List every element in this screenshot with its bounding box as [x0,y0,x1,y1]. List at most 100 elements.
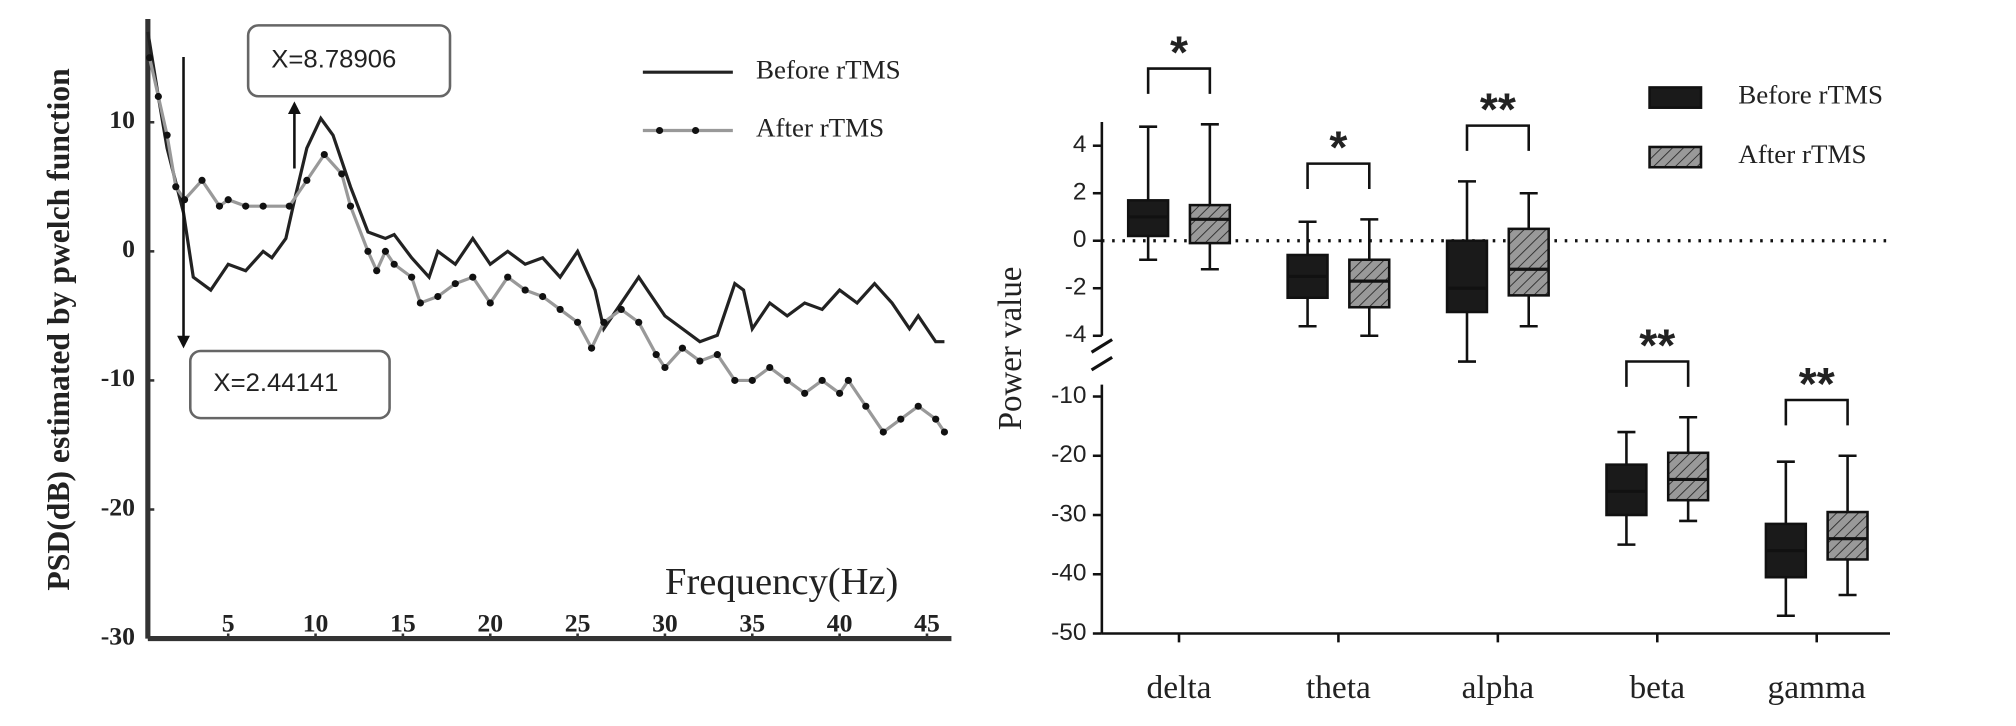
series-marker [556,305,564,313]
box [1507,227,1550,297]
series-marker [940,428,949,436]
series-marker [600,318,608,326]
y-tick-label: 10 [109,105,135,134]
series-marker [801,389,809,397]
series-marker [320,150,328,159]
y-tick-label: -10 [1051,382,1086,409]
series-marker [390,260,398,268]
x-tick-label: theta [1306,669,1371,706]
y-tick-label: -20 [1051,441,1086,468]
series-marker [163,131,171,139]
y-axis-label: PSD(dB) estimated by pwelch function [41,68,76,591]
series-marker [215,202,224,210]
series-marker [242,202,250,210]
series-marker [862,402,870,410]
series-marker [172,183,180,191]
series-marker [652,351,660,359]
series-marker [783,376,791,384]
series-marker [504,273,512,281]
x-tick-label: delta [1147,669,1212,706]
series-marker [259,202,267,210]
series-marker [521,286,529,294]
series-marker [364,247,372,255]
x-tick-label: 40 [827,609,853,638]
legend-marker [691,126,700,135]
x-tick-label: 15 [390,609,416,638]
series-marker [696,357,704,365]
series-marker [198,176,206,184]
series-marker [154,92,162,100]
series-marker [836,389,844,397]
box [1445,239,1489,314]
legend-label: Before rTMS [1738,80,1883,110]
x-tick-label: 45 [914,609,940,638]
annotation-box [189,349,391,420]
series-marker [303,176,311,184]
series-marker [678,344,687,352]
y-tick-label: -30 [1051,501,1086,528]
series-marker [818,376,826,384]
y-tick-label: -2 [1065,274,1087,301]
series-marker [451,280,459,288]
series-marker [635,318,643,326]
series-marker [932,415,940,423]
box [1666,451,1710,502]
series-marker [844,376,852,384]
annotation-box [246,24,452,98]
box [1188,203,1232,245]
series-marker [539,292,547,301]
series-marker [897,415,905,423]
significance-bracket [1784,398,1849,426]
y-tick-label: 4 [1073,131,1087,158]
annotation-text: X=8.78906 [271,46,396,74]
x-tick-label: 10 [303,609,329,638]
series-line [146,31,945,344]
y-tick-label: -20 [101,492,135,521]
y-tick-label: 0 [122,234,135,263]
series-marker [285,202,293,210]
series-marker [713,351,721,359]
annotation-arrowhead [177,335,190,349]
series-marker [573,318,582,326]
significance-bracket [1306,162,1371,189]
y-tick-label: -10 [101,363,135,392]
significance-bracket [1625,360,1690,387]
x-tick-label: 25 [565,609,591,638]
legend-label: After rTMS [1738,139,1866,169]
significance-label: ** [1480,83,1516,135]
series-marker [731,376,739,384]
box [1826,510,1869,561]
series-marker [914,402,922,410]
x-tick-label: 20 [477,609,503,638]
significance-label: * [1170,26,1188,78]
y-tick-label: -30 [101,622,135,651]
y-tick-label: 2 [1073,179,1087,206]
series-marker [408,273,416,281]
series-marker [748,376,756,384]
series-marker [346,202,355,210]
y-tick-label: -4 [1065,321,1087,348]
significance-label: ** [1799,358,1835,410]
legend-label: After rTMS [756,113,884,143]
significance-bracket [1465,124,1530,151]
series-marker [146,54,154,62]
annotation-arrowhead [287,101,301,115]
series-marker [879,428,887,436]
x-axis-label: Frequency(Hz) [665,561,898,603]
x-tick-label: 30 [652,609,678,638]
series-marker [766,363,774,372]
x-tick-label: alpha [1462,669,1535,706]
series-marker [416,299,424,307]
significance-bracket [1146,67,1212,94]
x-tick-label: beta [1629,669,1685,706]
series-marker [469,273,477,281]
x-tick-label: gamma [1768,669,1867,706]
significance-label: ** [1639,319,1675,371]
y-axis-label: Power value [992,267,1029,431]
axis-break [1090,338,1113,372]
box [1348,258,1391,309]
series-marker [434,292,442,301]
legend-label: Before rTMS [756,55,901,85]
